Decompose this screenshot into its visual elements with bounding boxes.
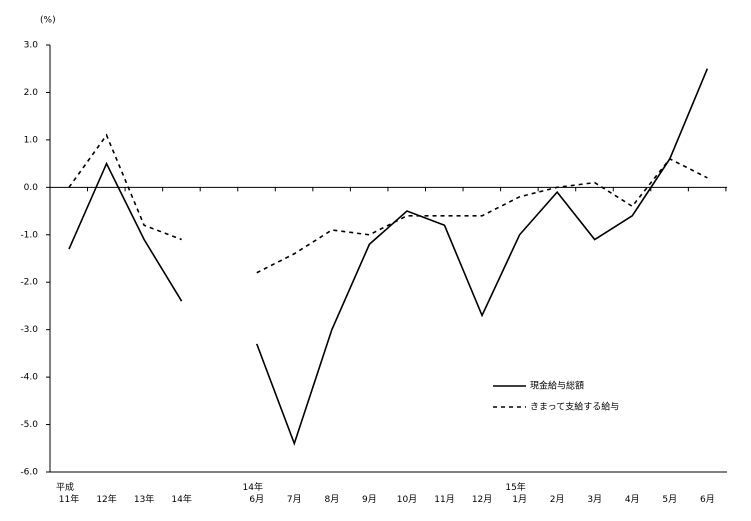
y-tick-label: -4.0 [20, 373, 38, 383]
x-tick-label: 2月 [550, 494, 565, 505]
x-tick-label: 11月 [434, 494, 454, 505]
legend-label: きまって支給する給与 [530, 401, 619, 413]
x-tick-label: 6月 [700, 494, 715, 505]
x-tick-label: 平成 11年 [56, 481, 79, 505]
series-line [256, 68, 709, 446]
x-tick-label: 10月 [397, 494, 417, 505]
y-tick-label: 3.0 [24, 41, 39, 51]
x-tick-label: 9月 [362, 494, 377, 505]
y-axis-unit: (%) [40, 16, 56, 26]
y-tick-label: -1.0 [20, 230, 38, 240]
y-tick-label: -5.0 [20, 420, 38, 430]
series-line [68, 161, 183, 302]
series-line [256, 157, 708, 274]
x-tick-label: 14年 [171, 493, 191, 505]
y-tick-label: 2.0 [24, 88, 39, 98]
x-tick-label: 14年 6月 [243, 481, 265, 505]
y-tick-label: -2.0 [20, 278, 38, 288]
x-tick-label: 7月 [287, 494, 302, 505]
x-tick-label: 5月 [662, 494, 677, 505]
legend-label: 現金給与総額 [530, 380, 584, 392]
x-tick-label: 13年 [134, 493, 154, 505]
y-tick-label: -6.0 [20, 468, 38, 478]
y-tick-label: -3.0 [20, 325, 38, 335]
y-tick-label: 1.0 [24, 135, 39, 145]
x-tick-label: 8月 [324, 494, 339, 505]
x-tick-label: 3月 [587, 494, 602, 505]
x-tick-label: 12月 [472, 494, 492, 505]
x-tick-label: 15年 1月 [505, 481, 527, 505]
series-line [68, 133, 182, 241]
y-tick-label: 0.0 [24, 183, 39, 193]
x-tick-label: 12年 [96, 493, 116, 505]
x-tick-label: 4月 [625, 494, 640, 505]
